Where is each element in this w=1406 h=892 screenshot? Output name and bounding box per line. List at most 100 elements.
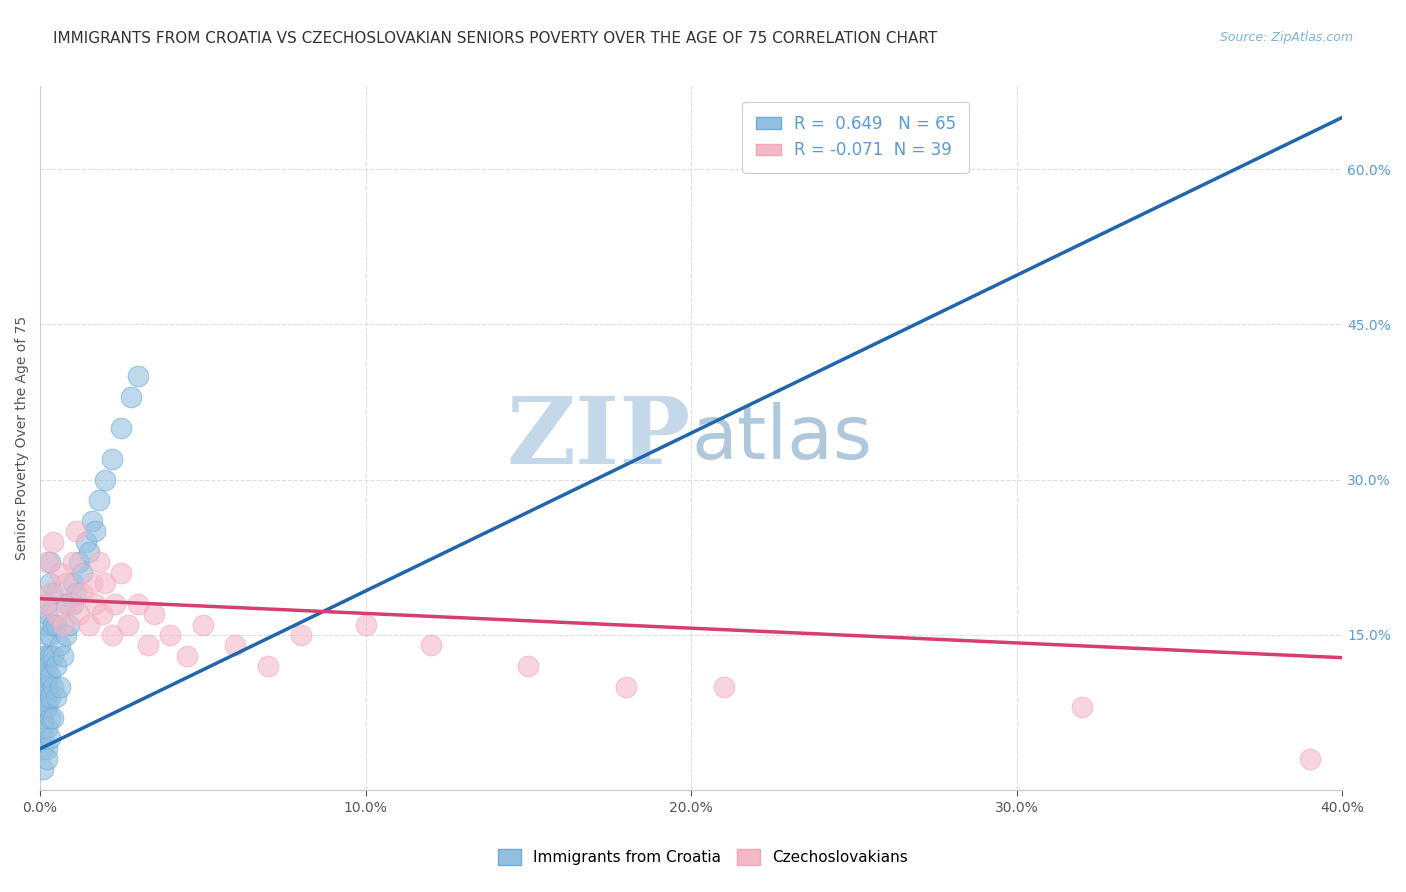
Point [58, 617, 80, 632]
Point [42, 534, 65, 549]
Point [77, 545, 100, 559]
Point [35, 669, 58, 683]
Point [100, 452, 122, 467]
Point [48, 680, 70, 694]
Point [65, 586, 87, 600]
Point [52, 617, 75, 632]
Point [224, 638, 246, 652]
Point [191, 617, 214, 632]
Point [38, 731, 60, 746]
Point [65, 524, 87, 539]
Point [42, 586, 65, 600]
Point [82, 576, 104, 591]
Point [127, 369, 149, 384]
Point [87, 493, 110, 508]
Point [84, 597, 107, 611]
Point [62, 556, 84, 570]
Y-axis label: Seniors Poverty Over the Age of 75: Seniors Poverty Over the Age of 75 [15, 316, 30, 560]
Point [38, 576, 60, 591]
Point [38, 648, 60, 663]
Point [35, 628, 58, 642]
Point [55, 597, 77, 611]
Point [32, 731, 55, 746]
Point [517, 659, 540, 673]
Point [100, 628, 122, 642]
Point [713, 680, 735, 694]
Point [38, 628, 60, 642]
Point [32, 711, 55, 725]
Point [120, 390, 142, 404]
Point [1299, 752, 1322, 766]
Point [35, 556, 58, 570]
Point [45, 607, 67, 622]
Point [55, 576, 77, 591]
Point [32, 597, 55, 611]
Point [32, 721, 55, 735]
Text: ZIP: ZIP [508, 393, 692, 483]
Point [48, 638, 70, 652]
Point [87, 556, 110, 570]
Point [45, 659, 67, 673]
Point [75, 534, 97, 549]
Text: Source: ZipAtlas.com: Source: ZipAtlas.com [1219, 31, 1353, 45]
Point [614, 680, 637, 694]
Point [52, 648, 75, 663]
Point [35, 700, 58, 714]
Point [42, 711, 65, 725]
Point [72, 586, 94, 600]
Point [62, 576, 84, 591]
Point [127, 597, 149, 611]
Point [176, 648, 198, 663]
Point [58, 597, 80, 611]
Point [32, 669, 55, 683]
Point [82, 514, 104, 528]
Point [354, 617, 377, 632]
Point [42, 648, 65, 663]
Point [38, 690, 60, 704]
Point [32, 700, 55, 714]
Point [419, 638, 441, 652]
Point [35, 659, 58, 673]
Point [110, 421, 132, 435]
Point [117, 617, 139, 632]
Point [290, 628, 312, 642]
Point [32, 763, 55, 777]
Point [67, 607, 90, 622]
Text: IMMIGRANTS FROM CROATIA VS CZECHOSLOVAKIAN SENIORS POVERTY OVER THE AGE OF 75 CO: IMMIGRANTS FROM CROATIA VS CZECHOSLOVAKI… [53, 31, 938, 46]
Point [35, 690, 58, 704]
Point [32, 741, 55, 756]
Point [32, 690, 55, 704]
Point [32, 659, 55, 673]
Point [35, 648, 58, 663]
Point [45, 690, 67, 704]
Point [94, 473, 117, 487]
Point [77, 617, 100, 632]
Point [1070, 700, 1092, 714]
Point [110, 566, 132, 580]
Legend: Immigrants from Croatia, Czechoslovakians: Immigrants from Croatia, Czechoslovakian… [492, 843, 914, 871]
Point [35, 597, 58, 611]
Point [91, 607, 114, 622]
Point [35, 607, 58, 622]
Point [45, 617, 67, 632]
Point [32, 711, 55, 725]
Point [159, 628, 181, 642]
Point [48, 566, 70, 580]
Point [62, 597, 84, 611]
Point [35, 617, 58, 632]
Point [35, 721, 58, 735]
Point [55, 628, 77, 642]
Legend: R =  0.649   N = 65, R = -0.071  N = 39: R = 0.649 N = 65, R = -0.071 N = 39 [742, 102, 969, 173]
Point [38, 711, 60, 725]
Point [35, 680, 58, 694]
Point [32, 690, 55, 704]
Point [72, 566, 94, 580]
Point [35, 700, 58, 714]
Point [136, 638, 159, 652]
Point [35, 741, 58, 756]
Point [32, 669, 55, 683]
Point [67, 556, 90, 570]
Point [257, 659, 280, 673]
Point [143, 607, 166, 622]
Point [38, 586, 60, 600]
